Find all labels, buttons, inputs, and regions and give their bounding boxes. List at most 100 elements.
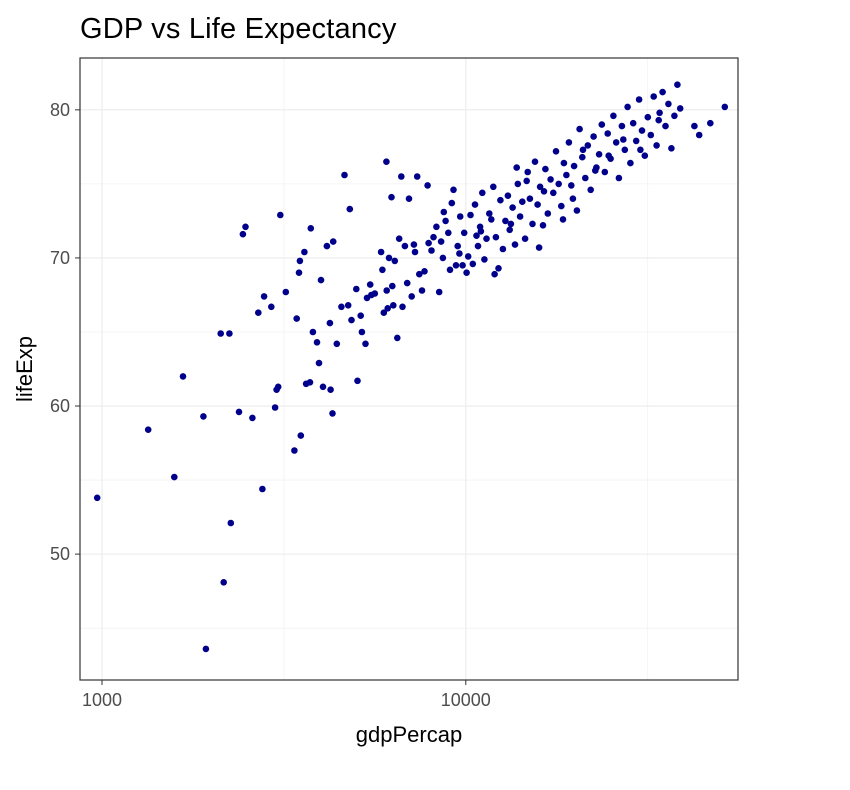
data-point <box>507 220 515 228</box>
data-point <box>629 119 637 127</box>
minor-gridlines <box>80 58 738 680</box>
data-point <box>450 186 457 194</box>
data-point <box>452 262 460 269</box>
data-point <box>592 167 599 174</box>
data-point <box>344 302 352 309</box>
data-point <box>488 216 495 223</box>
data-point <box>579 153 586 161</box>
data-point <box>490 183 497 191</box>
data-point <box>242 223 249 231</box>
data-point <box>307 225 315 232</box>
data-point <box>329 238 337 245</box>
data-point <box>486 210 493 217</box>
data-point <box>467 211 474 219</box>
data-point <box>691 122 698 130</box>
data-point <box>513 164 520 171</box>
data-point <box>463 269 470 277</box>
data-point <box>544 210 552 217</box>
data-point <box>271 404 279 411</box>
data-point <box>536 183 544 191</box>
data-point <box>674 81 681 88</box>
data-point <box>638 127 646 134</box>
data-point <box>542 165 549 173</box>
data-point <box>464 253 472 260</box>
data-point <box>202 645 210 653</box>
data-points <box>93 81 729 653</box>
data-point <box>635 96 643 103</box>
data-point <box>516 213 524 220</box>
data-point <box>568 182 575 189</box>
data-point <box>598 121 606 128</box>
data-point <box>650 93 657 100</box>
data-point <box>377 248 385 256</box>
data-point <box>401 242 409 250</box>
data-point <box>524 168 531 176</box>
data-point <box>439 254 447 262</box>
data-point <box>433 223 440 231</box>
x-tick-label: 10000 <box>441 690 491 710</box>
data-point <box>440 208 448 216</box>
data-point <box>647 131 655 139</box>
data-point <box>656 109 663 117</box>
data-point <box>601 168 609 176</box>
data-point <box>259 485 266 493</box>
data-point <box>540 188 548 195</box>
data-point <box>499 245 507 253</box>
data-point <box>621 146 629 154</box>
data-point <box>721 103 729 111</box>
data-point <box>570 162 578 170</box>
data-point <box>430 233 437 241</box>
data-point <box>624 103 631 111</box>
data-point <box>587 186 594 194</box>
data-point <box>534 201 541 208</box>
data-point <box>547 176 554 183</box>
data-point <box>612 139 620 146</box>
data-point <box>301 248 308 256</box>
data-point <box>584 142 592 149</box>
data-point <box>394 334 401 342</box>
data-point <box>379 266 386 274</box>
data-point <box>399 303 406 311</box>
data-point <box>509 204 516 211</box>
data-point <box>357 312 365 320</box>
data-point <box>535 244 543 251</box>
data-point <box>200 413 207 420</box>
data-point <box>620 136 627 143</box>
data-point <box>384 305 392 312</box>
data-point <box>459 262 466 269</box>
data-point <box>491 270 498 278</box>
data-point <box>695 131 703 139</box>
data-point <box>380 309 388 317</box>
data-point <box>460 229 468 237</box>
data-point <box>576 125 583 133</box>
data-point <box>179 373 187 380</box>
data-point <box>385 254 393 262</box>
y-tick-label: 60 <box>50 396 70 416</box>
data-point <box>293 315 301 322</box>
data-point <box>235 408 243 416</box>
data-point <box>220 579 227 586</box>
data-point <box>454 242 462 250</box>
data-point <box>569 195 577 202</box>
data-point <box>523 177 530 185</box>
major-gridlines <box>80 58 738 680</box>
data-point <box>295 269 303 277</box>
data-point <box>403 279 411 287</box>
data-point <box>319 383 327 391</box>
data-point <box>306 379 314 386</box>
x-axis-label: gdpPercap <box>356 722 462 747</box>
data-point <box>610 112 617 120</box>
data-point <box>558 202 565 210</box>
data-point <box>511 241 519 248</box>
data-point <box>582 174 589 182</box>
data-point <box>492 233 500 241</box>
data-point <box>326 319 334 327</box>
data-point <box>329 410 336 417</box>
data-point <box>483 235 490 242</box>
data-point <box>637 146 644 154</box>
data-point <box>388 193 395 201</box>
data-point <box>383 287 391 294</box>
data-point <box>662 122 669 130</box>
data-point <box>425 239 432 247</box>
